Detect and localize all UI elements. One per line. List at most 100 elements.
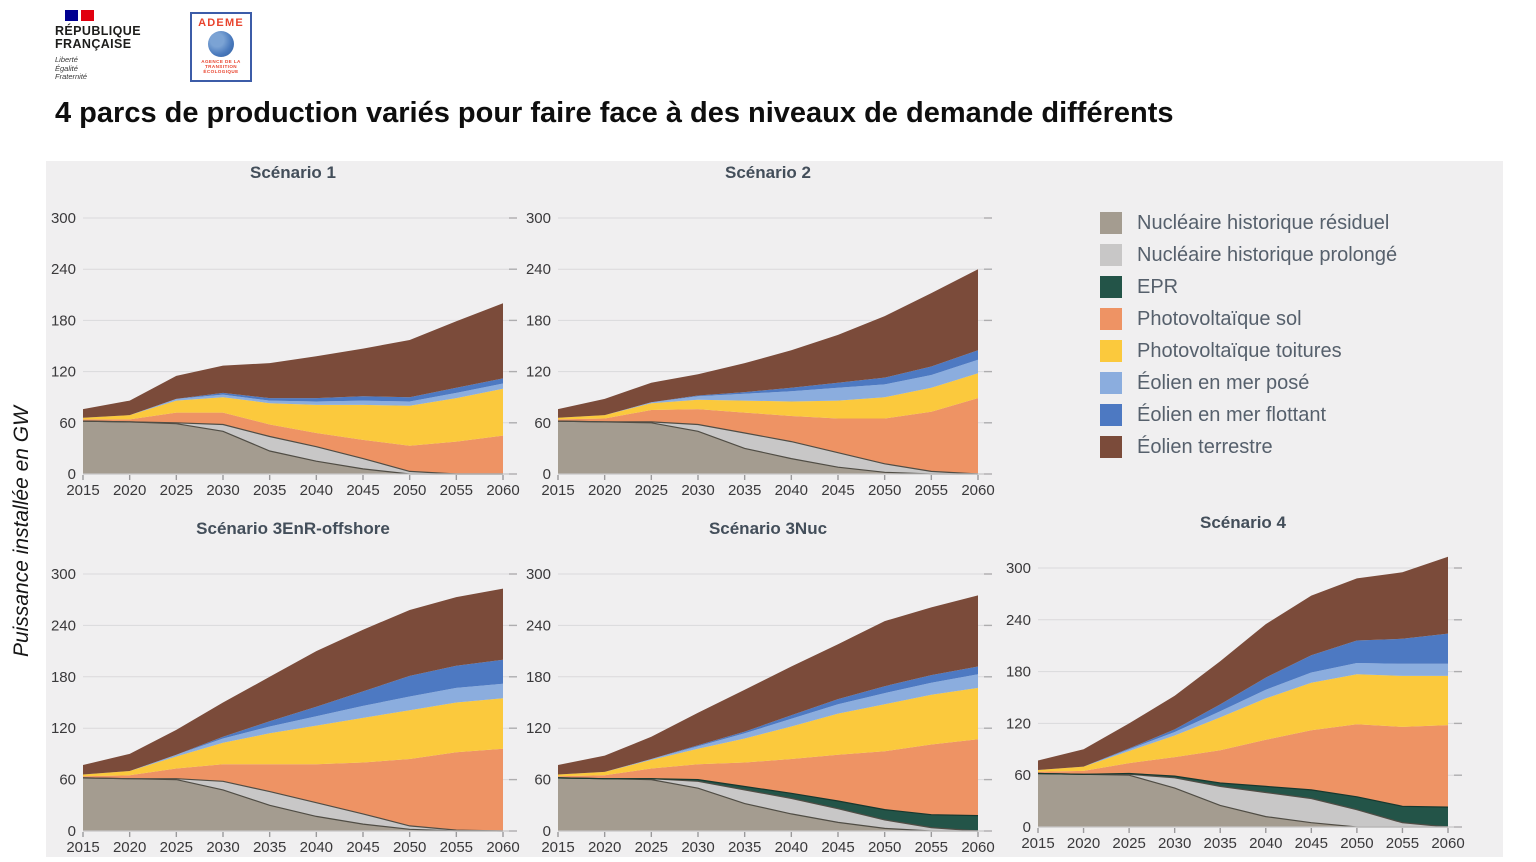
legend-item-prolonge: Nucléaire historique prolongé: [1100, 239, 1397, 271]
epr-swatch-icon: [1100, 276, 1122, 298]
svg-text:2045: 2045: [1295, 835, 1328, 852]
residuel-swatch-icon: [1100, 212, 1122, 234]
chart-scenario-2: Scénario 2 0 60 120 180 240 300 2015 2020 2025 20…: [521, 161, 1001, 506]
area-residuel: [558, 777, 978, 831]
svg-text:120: 120: [526, 720, 551, 737]
svg-text:180: 180: [51, 312, 76, 329]
area-pv_toitures: [1038, 674, 1448, 772]
svg-text:120: 120: [1006, 715, 1031, 732]
svg-text:2040: 2040: [300, 839, 333, 856]
chart-svg: 0 60 120 180 240 300 2015 2020 2025 2030 2035 2040 2…: [526, 210, 995, 499]
legend-item-eolien_terrestre: Éolien terrestre: [1100, 431, 1397, 463]
svg-text:2020: 2020: [588, 482, 621, 499]
svg-text:0: 0: [68, 466, 76, 483]
legend-label: Photovoltaïque sol: [1137, 307, 1302, 330]
legend-item-residuel: Nucléaire historique résiduel: [1100, 207, 1397, 239]
svg-text:2055: 2055: [440, 482, 473, 499]
globe-icon: [208, 31, 234, 57]
legend-label: Photovoltaïque toitures: [1137, 339, 1342, 362]
svg-text:2060: 2060: [486, 482, 519, 499]
area-epr: [558, 777, 978, 831]
svg-text:300: 300: [526, 210, 551, 227]
svg-text:2045: 2045: [821, 482, 854, 499]
area-pv_toitures: [83, 388, 503, 446]
chart-title: Scénario 4: [1200, 513, 1286, 532]
area-eolien_terrestre: [558, 269, 978, 418]
area-pv_toitures: [558, 373, 978, 420]
svg-text:2050: 2050: [393, 839, 426, 856]
area-pv_sol: [83, 748, 503, 831]
svg-text:2030: 2030: [1158, 835, 1191, 852]
chart-title: Scénario 1: [250, 163, 336, 182]
prolonge-swatch-icon: [1100, 244, 1122, 266]
area-eolien_flottant: [83, 378, 503, 418]
chart-title: Scénario 3EnR-offshore: [196, 519, 390, 538]
y-axis-label: Puissance installée en GW: [10, 406, 33, 657]
svg-text:240: 240: [526, 261, 551, 278]
area-eolien_terrestre: [83, 303, 503, 418]
pv_toitures-swatch-icon: [1100, 340, 1122, 362]
svg-text:0: 0: [1023, 819, 1031, 836]
area-eolien_pose: [558, 674, 978, 775]
svg-text:2015: 2015: [541, 482, 574, 499]
area-pv_sol: [558, 398, 978, 474]
chart-scenario-3enr-offshore: Scénario 3EnR-offshore 0 60 120 180 240 300 20…: [46, 517, 526, 862]
svg-text:2050: 2050: [868, 482, 901, 499]
legend-label: Éolien terrestre: [1137, 435, 1273, 458]
svg-text:2020: 2020: [113, 839, 146, 856]
svg-text:300: 300: [51, 210, 76, 227]
area-eolien_terrestre: [83, 588, 503, 775]
ademe-logo: ADEME AGENCE DE LA TRANSITION ÉCOLOGIQUE: [190, 12, 252, 82]
svg-text:2055: 2055: [915, 839, 948, 856]
area-eolien_terrestre: [1038, 556, 1448, 770]
charts-panel: Scénario 1 0 60 120 180 240 300 2015 2020 2025 20…: [46, 161, 1503, 857]
svg-text:2060: 2060: [486, 839, 519, 856]
svg-text:2020: 2020: [588, 839, 621, 856]
legend-item-epr: EPR: [1100, 271, 1397, 303]
svg-text:2055: 2055: [915, 482, 948, 499]
svg-text:120: 120: [51, 720, 76, 737]
chart-scenario-4: Scénario 4 0 60 120 180 240 300 2015 2020 2025 20…: [1001, 511, 1496, 856]
legend-label: EPR: [1137, 275, 1179, 298]
svg-text:2040: 2040: [300, 482, 333, 499]
chart-svg: 0 60 120 180 240 300 2015 2020 2025 2030 2035 2040 2…: [1006, 556, 1465, 852]
area-eolien_pose: [1038, 663, 1448, 770]
area-residuel: [83, 777, 503, 831]
svg-text:2025: 2025: [635, 839, 668, 856]
ademe-subtitle: AGENCE DE LA TRANSITION ÉCOLOGIQUE: [201, 59, 241, 75]
eolien_terrestre-swatch-icon: [1100, 436, 1122, 458]
chart-scenario-3nuc: Scénario 3Nuc 0 60 120 180 240 300 2015 2020 202…: [521, 517, 1001, 862]
svg-text:2040: 2040: [775, 839, 808, 856]
chart-title: Scénario 3Nuc: [708, 519, 828, 538]
svg-text:2035: 2035: [1204, 835, 1237, 852]
svg-text:2025: 2025: [1112, 835, 1145, 852]
svg-text:2015: 2015: [541, 839, 574, 856]
area-eolien_pose: [558, 359, 978, 418]
area-eolien_flottant: [83, 659, 503, 775]
svg-text:2015: 2015: [66, 839, 99, 856]
chart-title: Scénario 2: [725, 163, 811, 182]
svg-text:2020: 2020: [1067, 835, 1100, 852]
area-residuel: [558, 421, 978, 474]
svg-text:300: 300: [526, 566, 551, 583]
legend-item-eolien_pose: Éolien en mer posé: [1100, 367, 1397, 399]
rf-logo-text: RÉPUBLIQUE FRANÇAISE: [55, 24, 141, 51]
svg-text:2045: 2045: [346, 482, 379, 499]
legend-item-pv_sol: Photovoltaïque sol: [1100, 303, 1397, 335]
area-epr: [1038, 773, 1448, 827]
svg-text:2035: 2035: [728, 839, 761, 856]
svg-text:60: 60: [1014, 767, 1031, 784]
svg-text:60: 60: [534, 772, 551, 789]
area-pv_toitures: [558, 687, 978, 777]
area-eolien_pose: [83, 683, 503, 775]
area-residuel: [1038, 773, 1448, 827]
area-eolien_terrestre: [558, 595, 978, 775]
svg-text:120: 120: [526, 364, 551, 381]
area-prolonge: [83, 777, 503, 831]
svg-text:240: 240: [51, 261, 76, 278]
legend: Nucléaire historique résiduel Nucléaire h…: [1100, 207, 1397, 463]
svg-text:2045: 2045: [821, 839, 854, 856]
pv_sol-swatch-icon: [1100, 308, 1122, 330]
svg-text:2050: 2050: [393, 482, 426, 499]
eolien_flottant-swatch-icon: [1100, 404, 1122, 426]
